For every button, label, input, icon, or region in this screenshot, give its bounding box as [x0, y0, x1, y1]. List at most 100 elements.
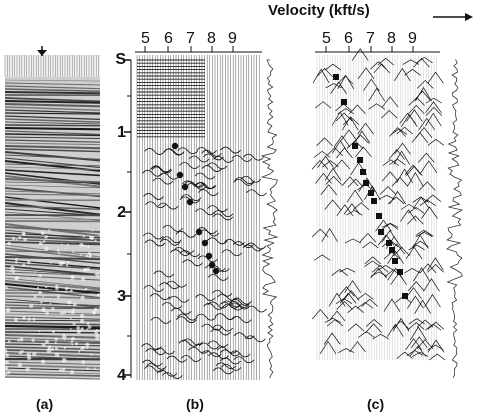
- panel-c-contour: [364, 256, 382, 265]
- panel-a-noise-speck: [98, 307, 101, 310]
- panel-a-reflector: [4, 130, 101, 135]
- panel-c-contour: [324, 167, 342, 181]
- panel-c-contour: [396, 126, 413, 135]
- panel-c-velocity-picks: [333, 74, 408, 299]
- panel-a-noise-speck: [88, 254, 92, 259]
- panel-b-pick-dot: [176, 171, 184, 179]
- panel-a-noise-speck: [81, 277, 85, 281]
- panel-c-contour: [357, 292, 374, 300]
- panel-c-pick-marker: [389, 247, 395, 253]
- panel-a-reflector: [4, 157, 101, 169]
- panel-c-contour: [365, 318, 383, 327]
- panel-b-vel-tick-6: 6: [164, 30, 173, 47]
- panel-c-contour: [404, 268, 421, 274]
- panel-c-contour: [353, 130, 371, 144]
- panel-a-reflector: [4, 181, 101, 184]
- panel-b-wavelet: [166, 280, 187, 288]
- panel-c-contour: [427, 257, 444, 271]
- panel-c-contour: [336, 300, 353, 310]
- panel-a-noise-speck: [15, 238, 18, 241]
- panel-c-contour: [408, 104, 425, 115]
- panel-b-wavelet: [216, 293, 238, 301]
- panel-c-contour: [372, 333, 389, 340]
- panel-c-contour: [311, 159, 329, 170]
- panel-b-wavelet: [220, 357, 241, 365]
- panel-a-reflector: [4, 85, 101, 90]
- panel-a-noise-speck: [58, 252, 61, 255]
- panel-b-wavelet: [224, 238, 245, 246]
- panel-a-noise-speck: [21, 231, 26, 236]
- panel-b-wavelet: [207, 301, 229, 309]
- panel-a-noise-speck: [72, 322, 76, 326]
- panel-c-contour: [317, 155, 334, 168]
- panel-c-contour: [332, 140, 349, 154]
- panel-c-contour: [364, 260, 381, 267]
- panel-a-reflector: [4, 217, 101, 220]
- panel-a-noise-speck: [62, 333, 65, 336]
- panel-c-contour: [315, 172, 332, 184]
- panel-c-contour: [423, 278, 440, 292]
- panel-a-reflector: [4, 244, 101, 258]
- panel-b-wavelet: [177, 147, 199, 155]
- panel-a-reflector: [4, 282, 101, 295]
- panel-a-noise-speck: [84, 287, 88, 291]
- panel-a-noise-speck: [58, 368, 62, 372]
- panel-b-wavelet: [182, 259, 203, 267]
- panel-a-noise-speck: [38, 290, 42, 295]
- panel-c-contour: [381, 223, 399, 230]
- panel-c-velocity-scan: [311, 46, 446, 361]
- panel-a-reflector: [4, 79, 101, 82]
- panel-c-contour: [406, 350, 424, 356]
- panel-b-pick-dot: [195, 228, 203, 236]
- panel-b-wavelet: [203, 153, 224, 161]
- panel-a-noise-speck: [72, 251, 75, 254]
- panel-a-reflector: [4, 121, 101, 125]
- time-tick-1: 1: [117, 124, 126, 141]
- panel-c-pick-marker: [363, 180, 369, 186]
- panel-a-noise-speck: [38, 330, 41, 333]
- panel-a-reflector: [4, 109, 101, 114]
- panel-a-noise-speck: [66, 243, 69, 246]
- panel-b-wavelet: [179, 162, 200, 169]
- panel-c-contour: [381, 96, 399, 108]
- panel-b-wavelet: [203, 302, 225, 310]
- panel-c-contour: [427, 71, 444, 84]
- panel-c-contour: [407, 322, 425, 330]
- panel-c-contour: [333, 159, 351, 170]
- panel-c-pick-marker: [352, 143, 358, 149]
- panel-c-contour: [351, 48, 369, 61]
- panel-c-contour: [429, 353, 446, 361]
- panel-c-contour: [408, 97, 425, 106]
- panel-c-contour: [356, 301, 374, 309]
- panel-b-wavelet: [161, 302, 183, 309]
- panel-a-noise-speck: [10, 265, 15, 271]
- panel-a-reflector: [4, 298, 101, 308]
- panel-b-wavelet: [184, 180, 205, 188]
- panel-b-wavelet: [229, 350, 251, 358]
- panel-c-contour: [333, 135, 351, 148]
- panel-a-noise-speck: [64, 247, 67, 250]
- panel-b-wavelet: [201, 323, 223, 331]
- panel-b-velocity-picks: [171, 142, 220, 275]
- panel-a-noise-speck: [51, 307, 55, 311]
- panel-c-contour: [410, 326, 427, 341]
- panel-c-contour: [415, 86, 432, 102]
- panel-b-wavelet: [211, 289, 233, 297]
- panel-c-contour: [358, 177, 376, 192]
- panel-a-noise-speck: [63, 310, 67, 314]
- panel-a-reflector: [4, 279, 101, 291]
- panel-a-noise-speck: [65, 264, 69, 267]
- panel-c-contour: [342, 116, 360, 126]
- panel-a-noise-speck: [48, 229, 51, 232]
- panel-c-contour: [344, 238, 362, 244]
- panel-a-noise-speck: [17, 362, 23, 368]
- panel-b-wavelet: [159, 282, 180, 290]
- panel-a-noise-speck: [94, 273, 97, 276]
- panel-a-noise-speck: [45, 286, 48, 289]
- panel-b-wavelet: [175, 230, 197, 238]
- panel-b-wavelet: [153, 270, 175, 278]
- panel-c-contour: [408, 244, 425, 251]
- panel-a-noise-speck: [88, 251, 91, 255]
- panel-a-noise-speck: [61, 357, 67, 363]
- panel-b-wavelet: [152, 177, 174, 185]
